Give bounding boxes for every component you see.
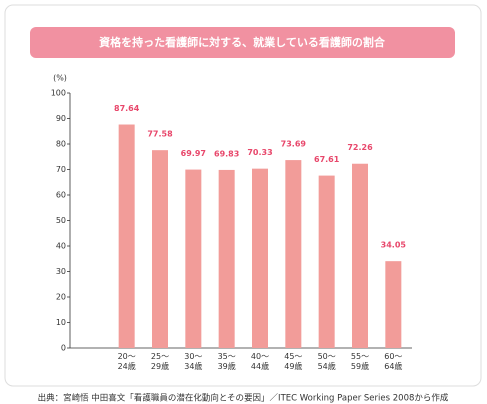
bar — [118, 124, 135, 348]
x-tick-label: 45～ 49歳 — [284, 352, 302, 371]
value-label: 73.69 — [281, 140, 307, 149]
y-tick-label: 40 — [56, 242, 66, 251]
x-tick-label: 60～ 64歳 — [384, 352, 402, 371]
x-tick-label: 50～ 54歳 — [318, 352, 336, 371]
bar — [352, 163, 368, 348]
value-label: 70.33 — [247, 148, 272, 157]
y-tick-label: 20 — [56, 293, 66, 302]
value-label: 72.26 — [347, 143, 373, 152]
x-tick-label: 30～ 34歳 — [184, 352, 202, 371]
title-banner — [30, 27, 455, 58]
bar — [218, 169, 235, 348]
bar — [252, 168, 268, 348]
x-tick-label: 40～ 44歳 — [251, 352, 269, 371]
bar — [285, 160, 302, 348]
value-label: 67.61 — [314, 155, 340, 164]
x-tick-label: 25～ 29歳 — [151, 352, 169, 371]
y-axis-label: (%) — [53, 74, 67, 83]
y-tick-label: 60 — [56, 191, 66, 200]
y-tick-label: 30 — [56, 267, 66, 276]
value-label: 77.58 — [147, 130, 173, 139]
chart-title: 資格を持った看護師に対する、就業している看護師の割合 — [99, 35, 386, 49]
bar — [318, 175, 335, 348]
value-label: 34.05 — [381, 241, 407, 250]
y-tick-label: 70 — [56, 165, 66, 174]
bar — [185, 169, 202, 348]
y-tick-label: 10 — [56, 318, 66, 327]
x-tick-label: 20～ 24歳 — [118, 352, 136, 371]
y-tick-label: 100 — [51, 89, 66, 98]
x-tick-label: 55～ 59歳 — [351, 352, 369, 371]
source: 出典：宮崎悟 中田喜文「看護職員の潜在化動向とその要因」／ITEC Workin… — [38, 393, 449, 404]
bar — [152, 150, 168, 348]
bar — [385, 261, 402, 348]
value-label: 87.64 — [114, 104, 140, 113]
y-tick-label: 50 — [56, 216, 66, 225]
x-tick-label: 35～ 39歳 — [218, 352, 236, 371]
y-tick-label: 90 — [56, 114, 66, 123]
value-label: 69.83 — [214, 149, 239, 158]
y-tick-label: 80 — [56, 140, 66, 149]
y-tick-label: 0 — [61, 344, 66, 353]
frame — [4, 4, 482, 387]
value-label: 69.97 — [181, 149, 206, 158]
